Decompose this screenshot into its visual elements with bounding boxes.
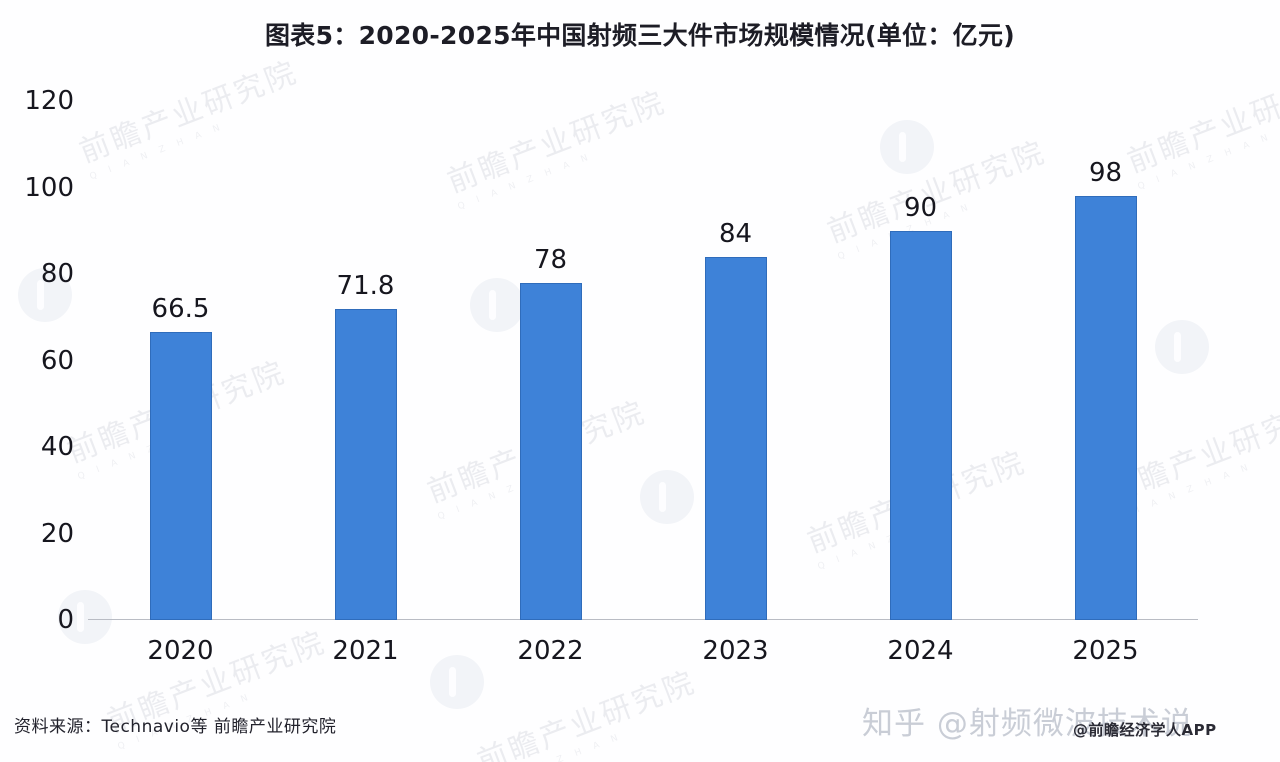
x-axis-line — [88, 619, 1198, 620]
y-axis-tick: 100 — [24, 172, 74, 203]
bar-slot: 71.8 — [273, 101, 458, 620]
bar-value-label: 78 — [533, 244, 568, 275]
y-axis-tick: 0 — [57, 605, 74, 635]
bar-slot: 66.5 — [88, 101, 273, 620]
bar-value-label: 66.5 — [151, 294, 210, 325]
watermark-text: 前瞻产业研究院 — [472, 664, 702, 762]
chart-title: 图表5：2020-2025年中国射频三大件市场规模情况(单位：亿元) — [265, 21, 1015, 50]
source-note: 资料来源：Technavio等 前瞻产业研究院 — [14, 717, 337, 737]
x-axis-tick: 2024 — [887, 636, 954, 666]
watermark-subtext: Q I A N Z H A N — [486, 731, 625, 762]
x-axis-tick: 2020 — [147, 636, 214, 666]
bar-value-label: 84 — [718, 218, 753, 249]
y-axis-tick: 120 — [24, 86, 74, 116]
bar[interactable]: 71.8 — [334, 271, 397, 620]
bar-slot: 90 — [828, 101, 1013, 620]
bar[interactable]: 90 — [889, 193, 952, 620]
y-axis-tick: 60 — [40, 345, 74, 376]
bar-value-label: 90 — [903, 192, 938, 223]
bar[interactable]: 84 — [704, 219, 767, 620]
x-axis-tick: 2021 — [332, 636, 399, 666]
background-watermark: 前瞻产业研究院 Q I A N Z H A N — [470, 657, 706, 762]
x-axis: 2020 2021 2022 2023 2024 2025 — [88, 636, 1198, 666]
bar-value-label: 71.8 — [336, 271, 395, 302]
bar[interactable]: 78 — [519, 245, 582, 620]
x-axis-tick: 2025 — [1072, 636, 1139, 666]
watermark-subtext: Q I A N Z H A N — [116, 691, 255, 753]
y-axis-tick: 40 — [40, 432, 74, 462]
bar-group: 66.5 71.8 78 84 90 98 — [88, 101, 1198, 620]
zhihu-watermark: 知乎 @射频微波技术说 — [862, 706, 1193, 742]
bar-slot: 84 — [643, 101, 828, 620]
y-axis-tick: 80 — [40, 259, 74, 289]
bar[interactable]: 98 — [1074, 158, 1137, 620]
x-axis-tick: 2022 — [517, 636, 584, 666]
x-axis-tick: 2023 — [702, 636, 769, 666]
y-axis-tick: 20 — [40, 518, 74, 549]
bar[interactable]: 66.5 — [149, 294, 212, 620]
y-axis: 0 20 40 60 80 100 120 — [0, 86, 74, 635]
bar-slot: 98 — [1013, 101, 1198, 620]
bar-slot: 78 — [458, 101, 643, 620]
app-watermark: @前瞻经济学人APP — [1073, 721, 1217, 739]
bar-value-label: 98 — [1088, 158, 1123, 189]
plot-area: 66.5 71.8 78 84 90 98 — [88, 101, 1198, 620]
